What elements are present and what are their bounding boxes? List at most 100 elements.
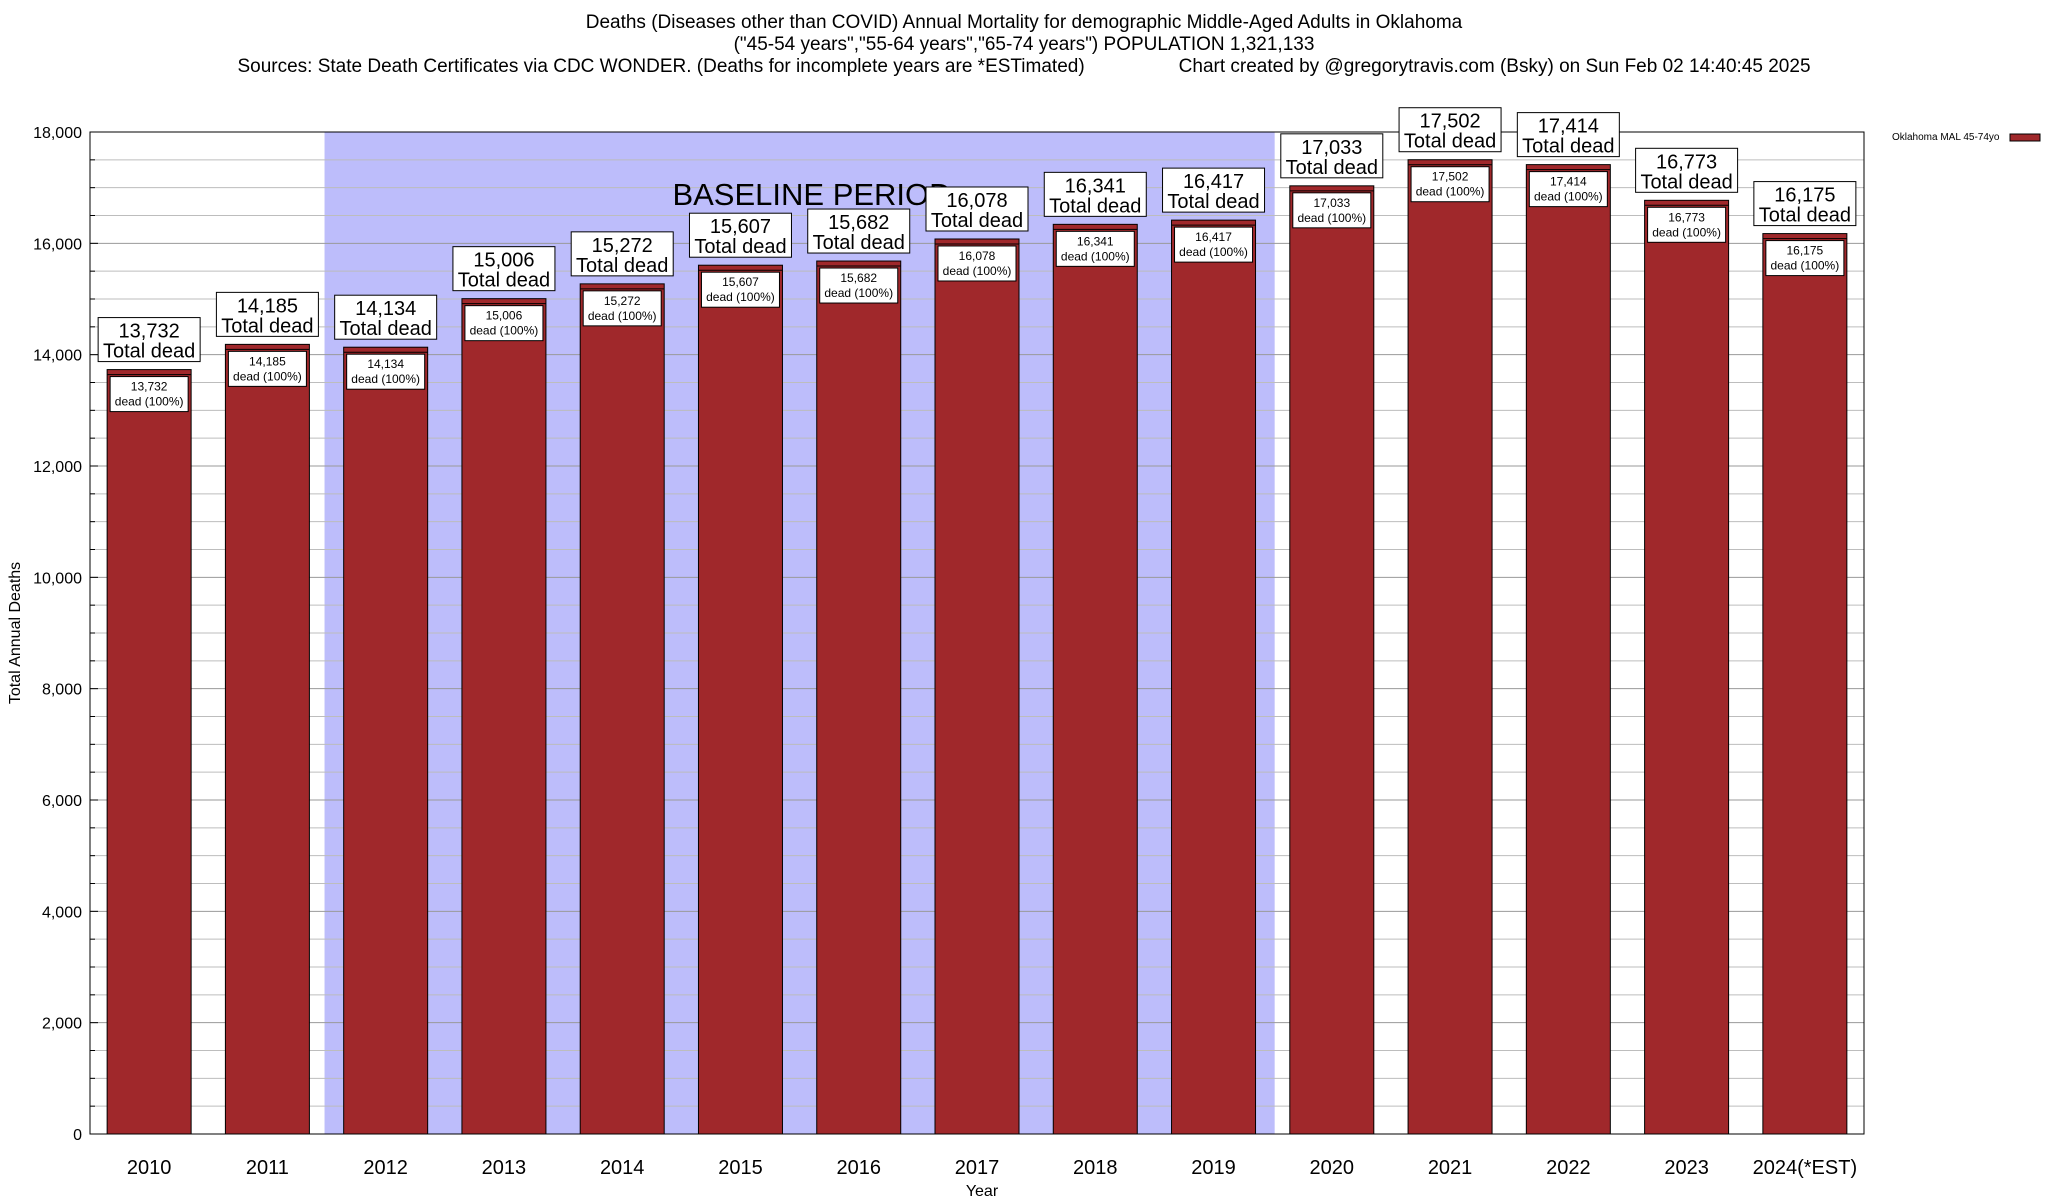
total-caption-label: Total dead: [1049, 195, 1141, 217]
bar-inner-value: 17,414: [1550, 175, 1587, 189]
y-tick-label: 16,000: [33, 236, 82, 253]
bar-inner-label-box: [1528, 171, 1608, 208]
x-tick-label: 2018: [1073, 1157, 1118, 1179]
total-label-box: [97, 317, 201, 363]
bar-inner-value: 17,033: [1313, 196, 1350, 210]
bar-inner-caption: dead (100%): [1061, 249, 1130, 263]
bar: [816, 260, 902, 1135]
bar-inner-caption: dead (100%): [1416, 185, 1485, 199]
bar: [1052, 223, 1138, 1135]
total-label-box: [1635, 147, 1739, 193]
x-tick-label: 2016: [836, 1157, 881, 1179]
total-value-label: 16,341: [1065, 175, 1126, 197]
bar: [224, 343, 310, 1135]
bar: [1289, 185, 1375, 1135]
bar-inner-label-box: [464, 305, 544, 342]
y-tick-label: 12,000: [33, 459, 82, 476]
bar: [934, 238, 1020, 1135]
total-caption-label: Total dead: [1286, 157, 1378, 179]
total-value-label: 15,006: [473, 250, 534, 272]
bar-inner-label-box: [227, 350, 307, 387]
bar-inner-value: 16,078: [959, 249, 996, 263]
bar-inner-caption: dead (100%): [706, 290, 775, 304]
total-value-label: 16,773: [1656, 151, 1717, 173]
total-label-box: [570, 231, 674, 277]
bar-inner-caption: dead (100%): [115, 395, 184, 409]
chart-title-line1: Deaths (Diseases other than COVID) Annua…: [585, 12, 1463, 33]
total-value-label: 13,732: [119, 321, 180, 343]
total-value-label: 16,078: [946, 190, 1007, 212]
total-value-label: 14,185: [237, 295, 298, 317]
total-caption-label: Total dead: [1522, 136, 1614, 158]
bar-inner-caption: dead (100%): [1297, 211, 1366, 225]
x-tick-label: 2012: [363, 1157, 408, 1179]
bar-inner-caption: dead (100%): [1652, 225, 1721, 239]
bar-inner-caption: dead (100%): [824, 286, 893, 300]
bar-inner-value: 15,607: [722, 275, 759, 289]
y-tick-label: 0: [73, 1127, 82, 1144]
bar: [1762, 233, 1848, 1135]
total-value-label: 15,682: [828, 212, 889, 234]
total-value-label: 16,175: [1774, 185, 1835, 207]
total-label-box: [1280, 133, 1384, 179]
total-value-label: 17,414: [1538, 116, 1599, 138]
bar-inner-label-box: [109, 376, 189, 413]
bar-inner-caption: dead (100%): [470, 324, 539, 338]
total-label-box: [1162, 167, 1266, 213]
bar-inner-caption: dead (100%): [1534, 190, 1603, 204]
bar-inner-caption: dead (100%): [233, 369, 302, 383]
baseline-period-label: BASELINE PERIOD: [672, 177, 951, 212]
bar-inner-label-box: [819, 267, 899, 304]
bar-inner-caption: dead (100%): [943, 264, 1012, 278]
total-value-label: 16,417: [1183, 171, 1244, 193]
chart-sources-line: Sources: State Death Certificates via CD…: [0, 56, 2048, 78]
x-tick-label: 2020: [1310, 1157, 1355, 1179]
y-tick-label: 18,000: [33, 125, 82, 142]
x-tick-label: 2011: [246, 1157, 289, 1179]
total-value-label: 15,607: [710, 216, 771, 238]
bar: [1525, 164, 1611, 1135]
x-tick-label: 2019: [1191, 1157, 1236, 1179]
x-axis-title: Year: [966, 1183, 999, 1200]
x-tick-label: 2023: [1664, 1157, 1709, 1179]
y-tick-label: 4,000: [42, 904, 82, 921]
chart-title-line2: ("45-54 years","55-64 years","65-74 year…: [733, 34, 1315, 55]
total-label-box: [807, 208, 911, 254]
bar-inner-value: 13,732: [131, 380, 168, 394]
bar-inner-caption: dead (100%): [1179, 245, 1248, 259]
x-tick-label: 2021: [1428, 1157, 1473, 1179]
total-caption-label: Total dead: [103, 341, 195, 363]
bar-inner-value: 16,175: [1787, 244, 1824, 258]
bar: [461, 298, 547, 1135]
y-tick-label: 10,000: [33, 570, 82, 587]
total-label-box: [452, 246, 556, 292]
bar-inner-label-box: [937, 245, 1017, 282]
bar-inner-label-box: [582, 290, 662, 327]
bar-inner-value: 15,006: [486, 309, 523, 323]
bar-inner-label-box: [1647, 206, 1727, 243]
total-label-box: [1043, 171, 1147, 217]
x-tick-label: 2013: [482, 1157, 527, 1179]
bar-inner-value: 14,185: [249, 354, 286, 368]
bar: [1644, 199, 1730, 1135]
bar-inner-label-box: [1292, 192, 1372, 229]
x-tick-label: 2024(*EST): [1753, 1157, 1858, 1179]
total-caption-label: Total dead: [931, 210, 1023, 232]
total-caption-label: Total dead: [576, 255, 668, 277]
credit-text: Chart created by @gregorytravis.com (Bsk…: [1178, 56, 1811, 77]
bar-inner-value: 16,417: [1195, 230, 1232, 244]
bar-inner-caption: dead (100%): [1771, 259, 1840, 273]
y-tick-label: 6,000: [42, 793, 82, 810]
y-tick-label: 2,000: [42, 1016, 82, 1033]
bar: [106, 369, 192, 1135]
bar-inner-value: 14,134: [367, 357, 404, 371]
bar: [343, 346, 429, 1135]
total-label-box: [1753, 181, 1857, 227]
bar: [579, 283, 665, 1135]
total-caption-label: Total dead: [813, 232, 905, 254]
x-tick-label: 2017: [955, 1157, 1000, 1179]
total-label-box: [1398, 107, 1502, 153]
legend-swatch: [2009, 133, 2041, 142]
y-tick-label: 14,000: [33, 348, 82, 365]
